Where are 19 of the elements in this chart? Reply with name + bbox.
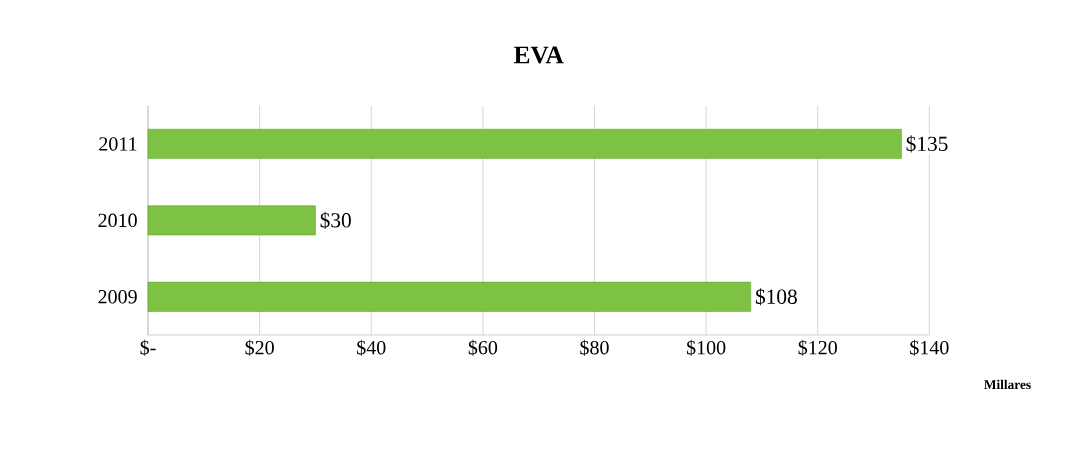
bar — [147, 281, 752, 312]
bar — [147, 128, 902, 159]
x-tick-label: $40 — [357, 339, 386, 356]
chart-title: EVA — [514, 46, 564, 64]
y-tick-label: 2009 — [98, 290, 137, 304]
data-label: $30 — [320, 211, 351, 229]
x-tick-label: $60 — [468, 339, 498, 356]
x-tick-label: $120 — [798, 339, 837, 356]
data-label: $108 — [755, 288, 797, 306]
x-tick-label: $20 — [245, 339, 274, 356]
x-axis-title: Millares — [984, 379, 1031, 390]
bar — [147, 205, 316, 236]
x-tick-label: $100 — [686, 339, 726, 356]
x-tick-label: $140 — [910, 339, 949, 356]
y-tick-label: 2011 — [99, 137, 137, 151]
x-tick-label: $- — [140, 339, 156, 356]
data-label: $135 — [906, 135, 948, 153]
y-tick-label: 2010 — [98, 213, 137, 228]
x-tick-label: $80 — [580, 339, 609, 356]
